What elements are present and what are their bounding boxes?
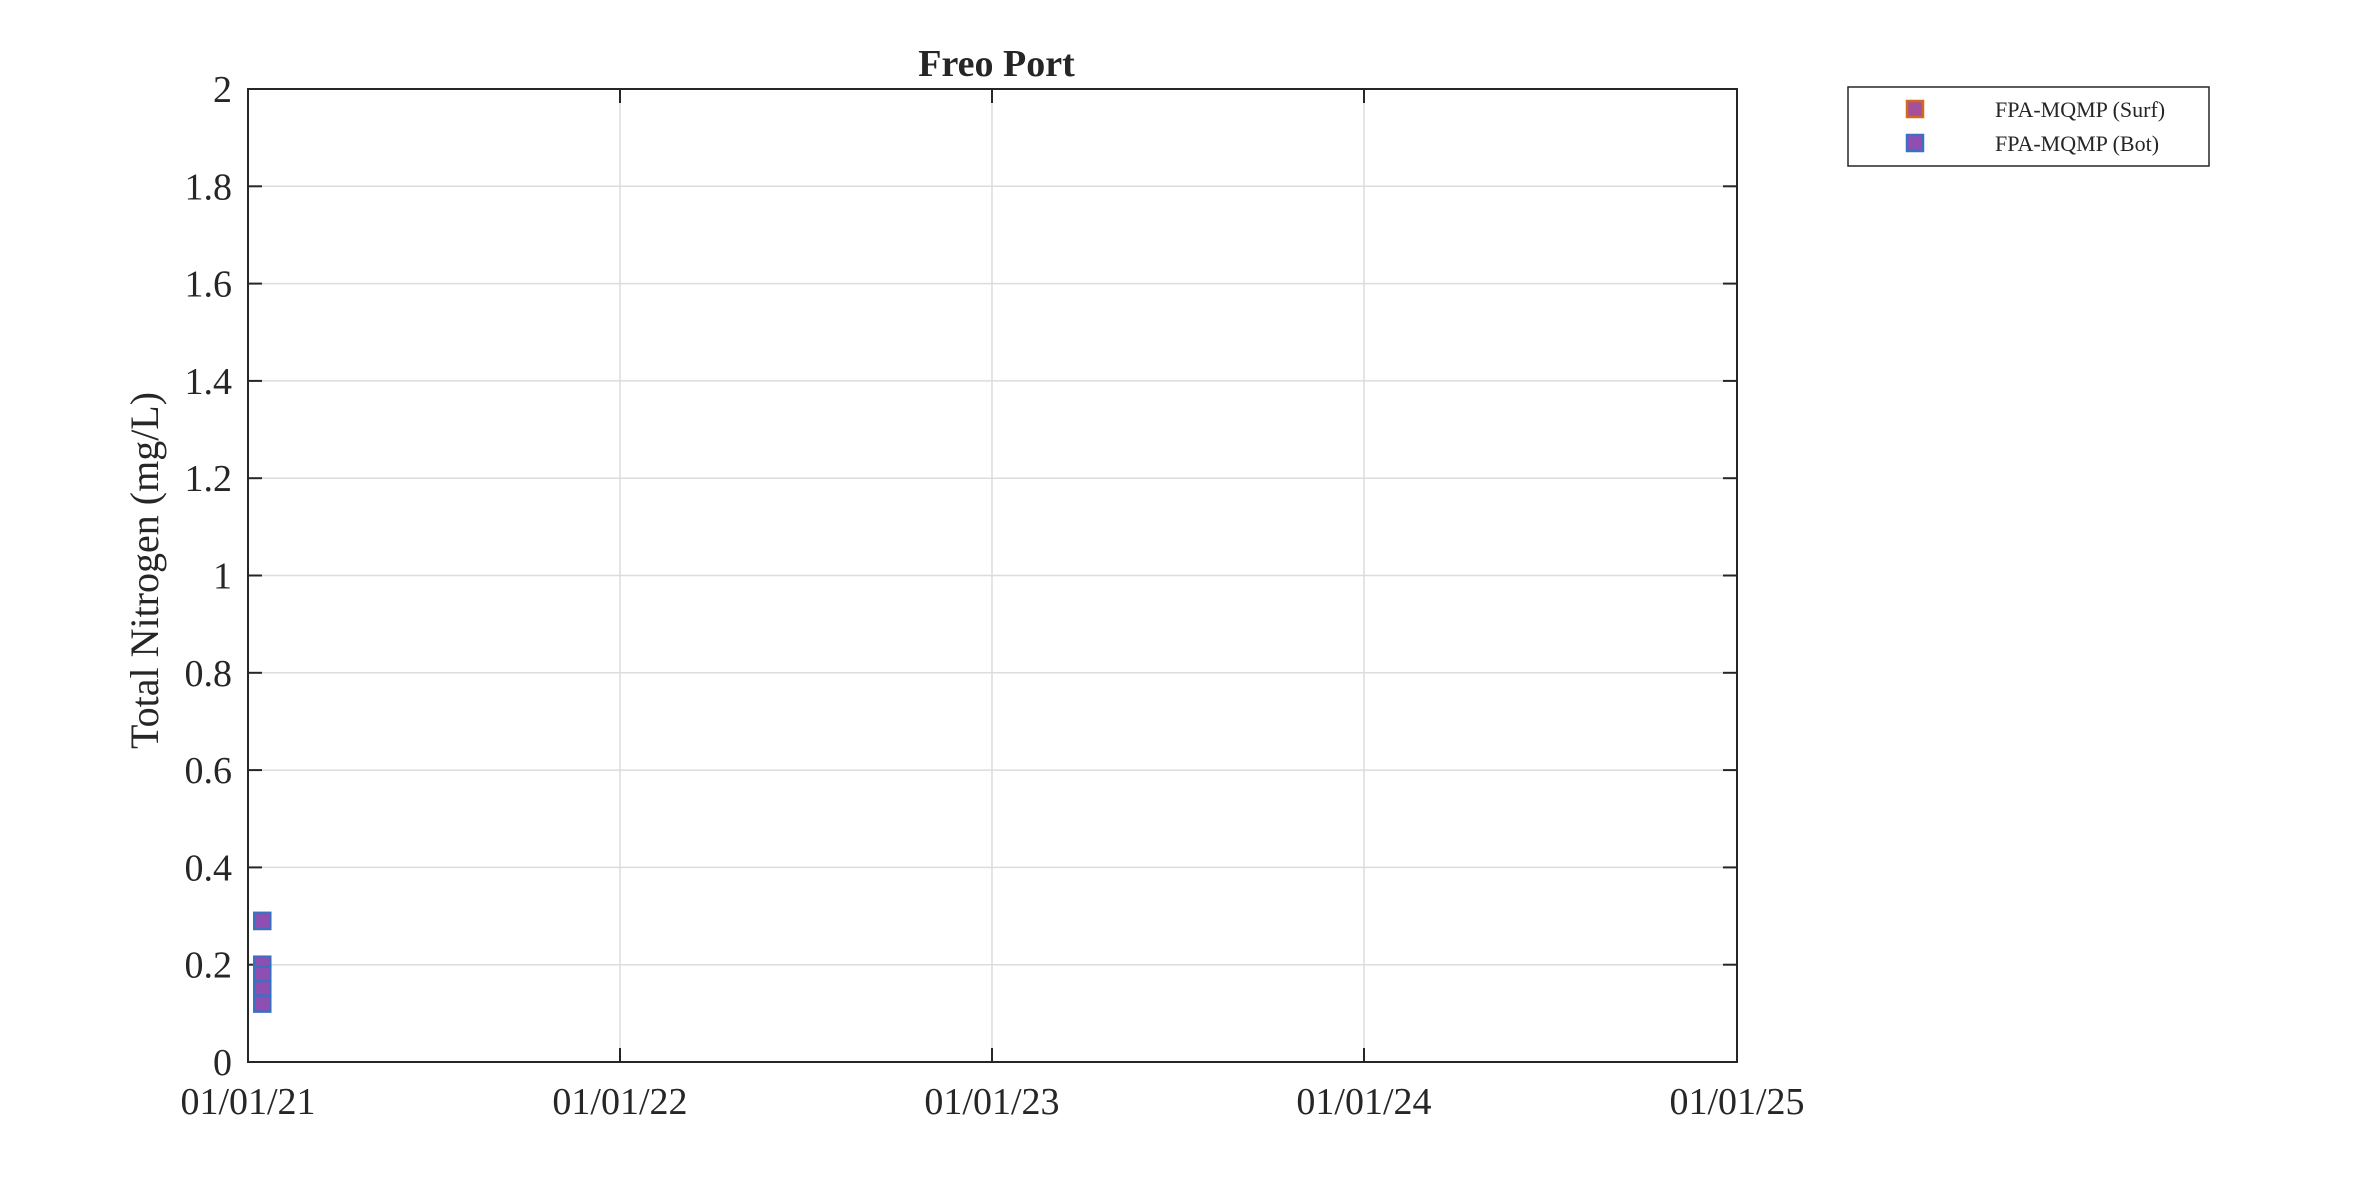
x-axis-tick-labels: 01/01/21 01/01/22 01/01/23 01/01/24 01/01/25 [180,1081,1804,1123]
y-tick-label: 0.4 [185,847,233,889]
x-tick-label: 01/01/22 [552,1081,687,1123]
y-tick-label: 0 [213,1042,232,1084]
y-tick-label: 2 [213,69,232,111]
x-tick-label: 01/01/25 [1669,1081,1804,1123]
chart-title: Freo Port [918,43,1075,85]
x-tick-label: 01/01/21 [180,1081,315,1123]
y-tick-label: 1.8 [185,166,233,208]
data-markers [253,911,272,1013]
legend-entries: FPA-MQMP (Surf) FPA-MQMP (Bot) [1905,97,2165,156]
legend-label: FPA-MQMP (Bot) [1995,131,2159,156]
y-tick-label: 0.2 [185,945,233,987]
legend-marker [1905,99,1925,119]
marker-fpa-mqmp-bot [253,994,272,1013]
y-axis-tick-labels: 0 0.2 0.4 0.6 0.8 1 1.2 1.4 1.6 1.8 2 [185,69,233,1084]
x-tick-label: 01/01/24 [1296,1081,1431,1123]
legend: FPA-MQMP (Surf) FPA-MQMP (Bot) [1847,86,2210,167]
y-tick-label: 1.2 [185,458,233,500]
marker-fpa-mqmp-bot [253,911,272,931]
axis-ticks [247,88,1738,1063]
y-tick-label: 1.6 [185,264,233,306]
y-tick-label: 0.6 [185,750,233,792]
x-tick-label: 01/01/23 [924,1081,1059,1123]
y-tick-label: 1 [213,556,232,598]
y-tick-label: 0.8 [185,653,233,695]
y-axis-label: Total Nitrogen (mg/L) [122,392,167,749]
legend-marker [1905,133,1925,153]
y-tick-label: 1.4 [185,361,233,403]
legend-label: FPA-MQMP (Surf) [1995,97,2165,122]
